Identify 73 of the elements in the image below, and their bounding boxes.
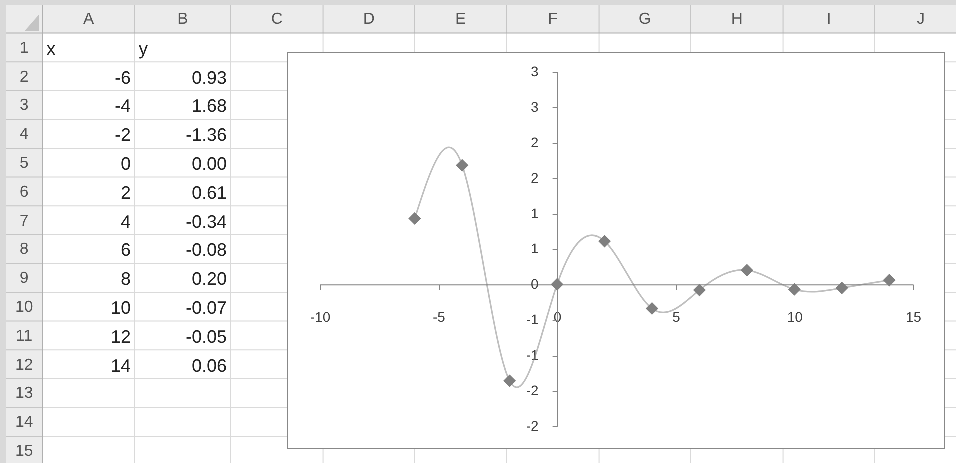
text: B: [178, 11, 188, 28]
point: [693, 284, 706, 297]
text: 0.06: [192, 356, 227, 376]
text: 0.00: [192, 154, 227, 174]
x-tick-label: -10: [310, 309, 331, 326]
point: [550, 278, 564, 292]
text: -0.34: [186, 212, 227, 232]
text: 12: [110, 326, 131, 347]
text: H: [731, 11, 743, 28]
y-tick-label: 2: [531, 170, 540, 186]
text: 6: [20, 184, 29, 201]
text: 9: [20, 270, 29, 288]
text: 13: [15, 385, 34, 402]
x-tick-label: -5: [432, 309, 446, 326]
text: -0.07: [186, 298, 227, 318]
text: y: [139, 38, 148, 59]
point: [836, 282, 848, 295]
text: 14: [110, 356, 131, 376]
point: [598, 235, 612, 248]
text: -2: [114, 125, 131, 146]
y-tick-label: 1: [531, 240, 540, 257]
text: 3: [20, 97, 29, 114]
text: A: [84, 11, 94, 28]
text: 7: [20, 212, 29, 230]
text: G: [638, 11, 652, 28]
y-tick-label: 3: [531, 99, 540, 116]
text: 2: [20, 68, 29, 86]
point: [646, 302, 659, 316]
text: C: [271, 11, 283, 28]
text: -0.08: [186, 240, 227, 260]
y-tick-label: 2: [531, 134, 540, 151]
text: 0: [120, 154, 131, 174]
x-tick-label: 10: [787, 309, 804, 326]
y-tick-label: 3: [531, 64, 540, 80]
text: -1.36: [186, 125, 227, 146]
text: F: [548, 11, 558, 28]
text: 8: [20, 241, 29, 258]
text: 11: [16, 328, 33, 345]
x-tick-label: 15: [906, 309, 922, 326]
text: 15: [15, 442, 34, 460]
point: [408, 212, 422, 226]
text: 14: [15, 414, 34, 432]
point: [456, 160, 469, 172]
text: -0.05: [186, 326, 227, 347]
text: 0.20: [192, 269, 227, 290]
text: I: [826, 11, 832, 28]
text: 2: [120, 182, 131, 203]
text: E: [456, 11, 466, 28]
text: 0.93: [192, 68, 227, 88]
point: [788, 284, 801, 296]
text: J: [917, 11, 925, 28]
text: 1.68: [192, 96, 227, 116]
text: -4: [114, 96, 131, 116]
text: -6: [114, 68, 131, 88]
y-tick-label: -1: [526, 347, 540, 364]
text: 12: [15, 356, 34, 374]
text: 8: [120, 269, 131, 290]
text: x: [46, 38, 56, 59]
point: [504, 375, 516, 388]
point: [883, 274, 896, 288]
x-tick-label: 5: [672, 309, 681, 326]
text: D: [363, 11, 375, 28]
text: 4: [120, 212, 131, 232]
y-tick-label: 1: [531, 206, 540, 222]
text: 4: [20, 126, 29, 144]
point: [740, 264, 754, 278]
text: 1: [20, 40, 29, 57]
text: 5: [20, 154, 29, 172]
y-tick-label: -1: [526, 312, 540, 328]
y-tick-label: -2: [526, 418, 540, 434]
y-tick-label: -2: [526, 382, 540, 399]
text: 0.61: [192, 182, 227, 203]
text: 6: [120, 240, 131, 260]
